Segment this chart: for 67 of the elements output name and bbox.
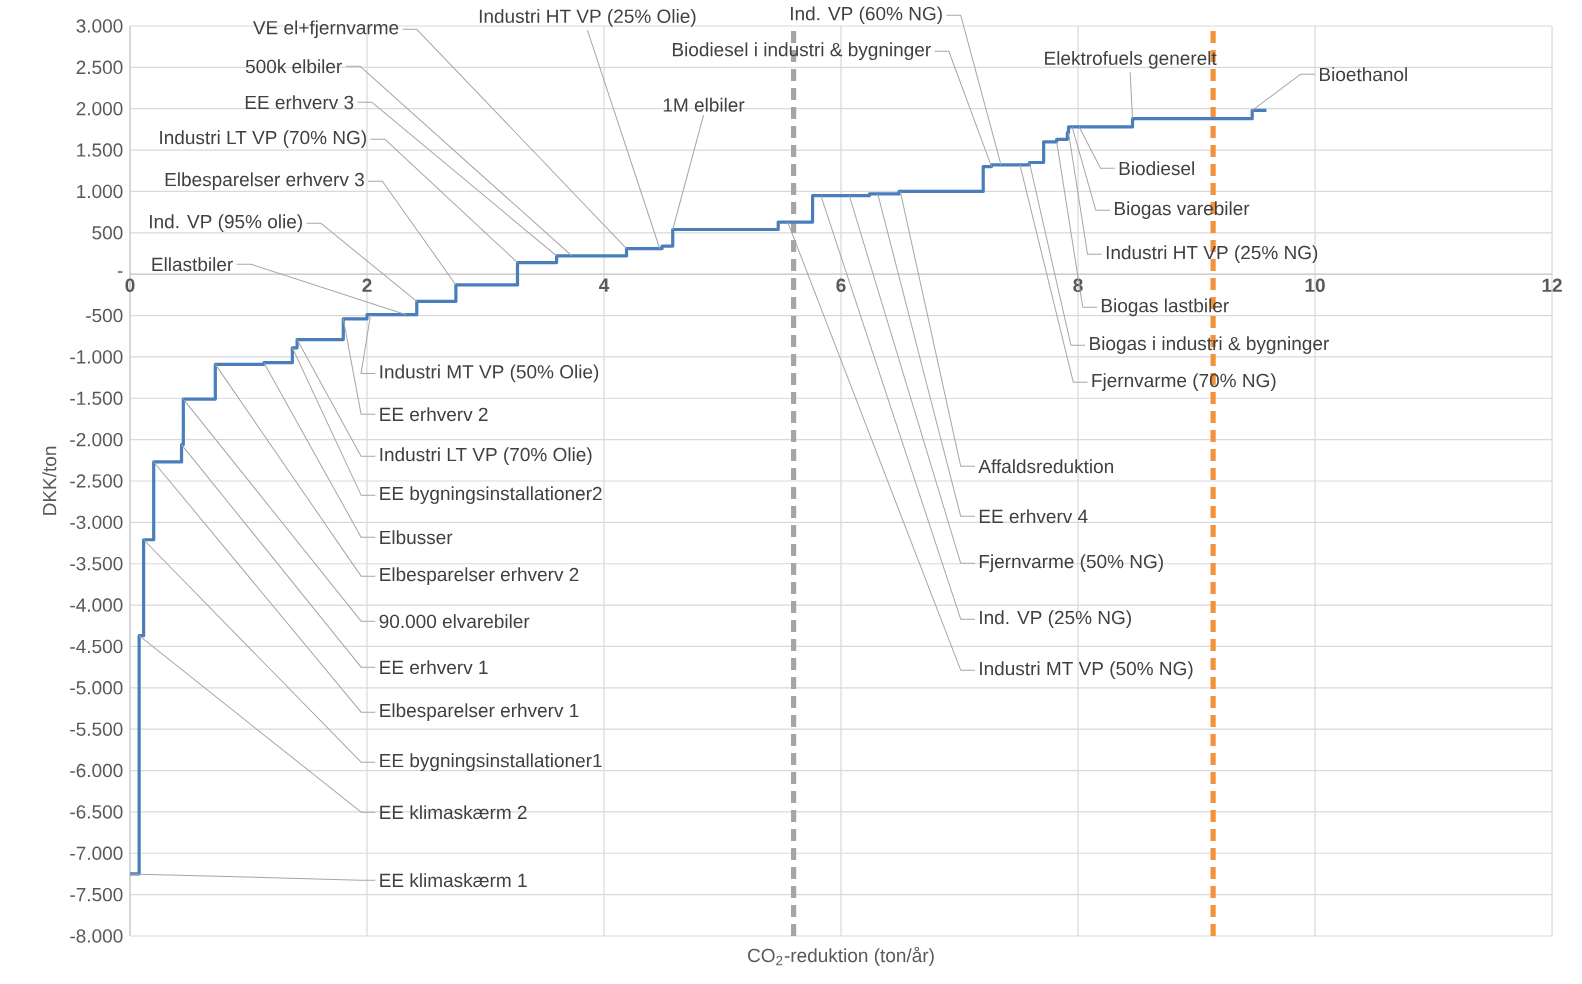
y-tick-label: -8.000: [70, 929, 123, 943]
y-tick-label: -2.000: [70, 432, 123, 447]
annotation: Elbesparelser erhverv 1: [380, 703, 579, 721]
y-tick-label: 1.000: [77, 184, 123, 199]
annotation: EE klimaskærm 1: [380, 873, 527, 888]
x-tick-label: 8: [1073, 278, 1083, 293]
x-axis-title: CO$_{2}$-reduktion (ton/år): [748, 946, 934, 966]
y-tick-label: -5.000: [70, 681, 123, 695]
annotation: Fjernvarme (50% NG): [979, 554, 1163, 573]
annotation: Industri MT VP (50% Olie): [380, 364, 599, 383]
y-tick-label: -3.500: [70, 556, 123, 571]
annotation: EE klimaskærm 2: [380, 805, 527, 820]
y-tick-label: 2.000: [76, 101, 123, 116]
annotation: EE erhverv 1: [380, 660, 488, 675]
y-tick-label: -4.500: [70, 639, 123, 654]
annotation: Biodiesel: [1119, 161, 1194, 176]
y-tick-label: -1.500: [70, 391, 123, 405]
y-tick-label: -500: [86, 308, 123, 323]
x-tick-label: 4: [599, 278, 610, 292]
x-tick-label: 6: [836, 278, 846, 293]
annotation: Biodiesel i industri & bygninger: [672, 42, 931, 61]
annotation: Elektrofuels generelt: [1045, 51, 1217, 69]
annotation: VE el+fjernvarme: [252, 20, 399, 39]
y-tick-label: -6.500: [70, 805, 123, 819]
annotation: Biogas i industri & bygninger: [1090, 336, 1329, 355]
annotation: Ellastbiler: [152, 257, 233, 272]
y-axis-title: DKK/ton: [42, 446, 57, 515]
annotation: EE bygningsinstallationer1: [380, 753, 602, 772]
annotation: Elbesparelser erhverv 2: [380, 567, 579, 585]
annotation: Industri MT VP (50% NG): [980, 661, 1193, 680]
annotation: Elbusser: [380, 530, 453, 545]
y-tick-label: -6.000: [70, 763, 123, 778]
annotation: Industri HT VP (25% Olie): [479, 9, 696, 27]
y-tick-label: -1.000: [70, 350, 123, 364]
annotation: Bioethanol: [1319, 67, 1407, 82]
annotation: EE erhverv 3: [245, 95, 354, 110]
y-tick-label: -7.000: [70, 846, 123, 860]
annotation: Elbesparelser erhverv 3: [165, 172, 364, 191]
x-tick-label: 12: [1542, 278, 1562, 292]
annotation: Ind. VP (95% olie): [150, 214, 302, 233]
y-tick-label: -3.000: [70, 515, 123, 530]
y-tick-label: 1.500: [77, 143, 123, 157]
annotation: Ind. VP (60% NG): [791, 6, 942, 25]
y-tick-label: -: [117, 271, 123, 273]
annotation: Industri HT VP (25% NG): [1106, 245, 1318, 263]
annotation: Fjernvarme (70% NG): [1092, 373, 1276, 391]
y-tick-label: 500: [92, 226, 123, 240]
annotation: Ind. VP (25% NG): [980, 610, 1131, 628]
annotation: EE erhverv 4: [979, 509, 1088, 524]
y-tick-label: -4.000: [70, 598, 123, 612]
x-tick-label: 10: [1305, 278, 1325, 293]
annotation: Biogas lastbiler: [1101, 298, 1229, 317]
annotation: EE bygningsinstallationer2: [380, 486, 602, 504]
annotation: Affaldsreduktion: [978, 459, 1113, 474]
y-tick-label: 2.500: [76, 60, 123, 75]
y-tick-label: -5.500: [70, 722, 123, 736]
annotation: 500k elbiler: [245, 59, 342, 74]
annotation: 90.000 elvarebiler: [379, 614, 530, 629]
y-tick-label: 3.000: [76, 19, 123, 33]
y-tick-label: -2.500: [70, 474, 123, 488]
annotation: EE erhverv 2: [380, 407, 488, 422]
annotation: Industri LT VP (70% NG): [160, 130, 366, 148]
annotation: Industri LT VP (70% Olie): [380, 447, 592, 466]
y-tick-label: -7.500: [70, 887, 123, 902]
x-tick-label: 0: [125, 278, 135, 293]
x-tick-label: 2: [362, 278, 372, 292]
annotation: 1M elbiler: [663, 97, 745, 112]
